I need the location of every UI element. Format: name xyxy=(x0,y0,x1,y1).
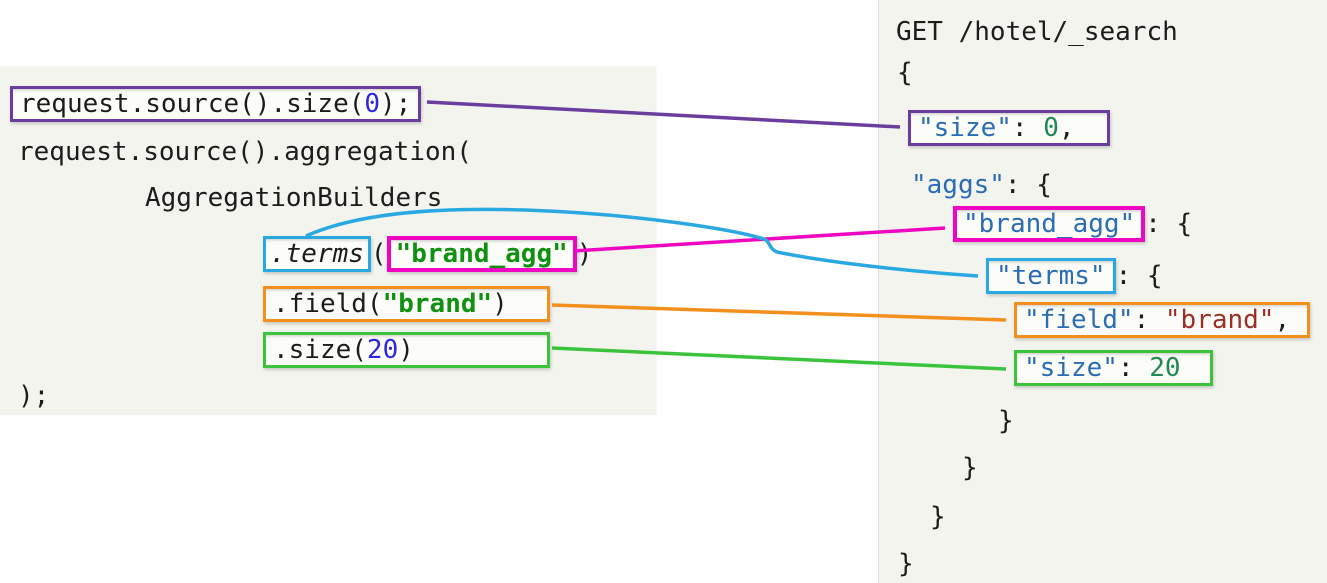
colon-brace: : { xyxy=(1145,209,1193,239)
close-paren: ) xyxy=(398,335,414,365)
java-terms-box: .terms xyxy=(263,236,371,272)
java-size20-call: .size(20) xyxy=(263,332,550,368)
json-close-brace-2: } xyxy=(962,450,978,486)
brace: { xyxy=(897,58,913,88)
json-close-brace-3: } xyxy=(930,499,946,535)
json-size20-box: "size": 20 xyxy=(1014,350,1213,386)
close-paren: ) xyxy=(492,289,508,319)
brace: } xyxy=(930,502,946,532)
json-close-brace-1: } xyxy=(998,403,1014,439)
json-size-line: "size": 0, xyxy=(908,110,1110,146)
json-field-value: "brand" xyxy=(1164,305,1275,335)
java-terms-method: .terms xyxy=(270,239,364,269)
java-size-code-end: ); xyxy=(380,89,412,119)
java-size20-box: .size(20) xyxy=(263,332,550,368)
close-paren: ) xyxy=(576,239,593,269)
java-closing-paren-line: ); xyxy=(18,378,49,414)
json-field-line: "field": "brand", xyxy=(1014,302,1310,338)
java-brand-agg-literal: "brand_agg" xyxy=(395,239,568,269)
java-builders-code: AggregationBuilders xyxy=(145,183,443,213)
json-terms-box: "terms" xyxy=(986,258,1116,294)
json-terms-key: "terms" xyxy=(996,261,1106,291)
json-request-line: GET /hotel/_search xyxy=(896,14,1178,50)
java-field-call: .field("brand") xyxy=(263,286,550,322)
json-size-box: "size": 0, xyxy=(908,110,1110,146)
json-brand-agg-box: "brand_agg" xyxy=(953,206,1146,242)
java-size-code: request.source().size( xyxy=(20,89,365,119)
java-field-method: .field( xyxy=(273,289,383,319)
brace: } xyxy=(962,453,978,483)
colon: : xyxy=(1117,353,1150,383)
json-field-key: "field" xyxy=(1024,305,1134,335)
json-aggs-key: "aggs" xyxy=(911,170,1005,200)
java-brand-agg-box: "brand_agg" xyxy=(386,236,577,272)
open-paren: ( xyxy=(370,239,387,269)
comma: , xyxy=(1058,113,1075,143)
comma: , xyxy=(1274,305,1291,335)
json-get-request: GET /hotel/_search xyxy=(896,17,1178,47)
colon: : xyxy=(1011,113,1044,143)
java-size20-value: 20 xyxy=(366,335,399,365)
json-size20-value: 20 xyxy=(1149,353,1181,383)
java-field-box: .field("brand") xyxy=(263,286,550,322)
java-aggregation-builders: AggregationBuilders xyxy=(145,180,442,216)
json-brand-agg-line: "brand_agg" : { xyxy=(953,206,1192,242)
json-size20-key: "size" xyxy=(1024,353,1118,383)
java-aggregation-code: request.source().aggregation( xyxy=(18,137,472,167)
java-size-statement: request.source().size(0); xyxy=(10,86,422,122)
colon-brace: : { xyxy=(1115,261,1163,291)
brace: } xyxy=(998,406,1014,436)
java-closing-code: ); xyxy=(18,381,50,411)
brace: } xyxy=(898,549,914,579)
java-size20-method: .size( xyxy=(273,335,367,365)
json-size-value: 0 xyxy=(1043,113,1059,143)
json-close-brace-4: } xyxy=(898,546,914,582)
java-terms-call: .terms( "brand_agg") xyxy=(263,236,592,272)
json-field-box: "field": "brand", xyxy=(1014,302,1310,338)
json-size-key: "size" xyxy=(918,113,1012,143)
json-aggs-line: "aggs": { xyxy=(911,167,1052,203)
java-size-value: 0 xyxy=(364,89,381,119)
json-size20-line: "size": 20 xyxy=(1014,350,1213,386)
java-size-box: request.source().size(0); xyxy=(10,86,422,122)
json-open-brace: { xyxy=(897,55,913,91)
colon-brace: : { xyxy=(1004,170,1052,200)
java-field-literal: "brand" xyxy=(382,289,493,319)
colon: : xyxy=(1133,305,1165,335)
json-brand-agg-key: "brand_agg" xyxy=(963,209,1136,239)
json-terms-line: "terms" : { xyxy=(986,258,1163,294)
java-aggregation-call: request.source().aggregation( xyxy=(18,134,472,170)
